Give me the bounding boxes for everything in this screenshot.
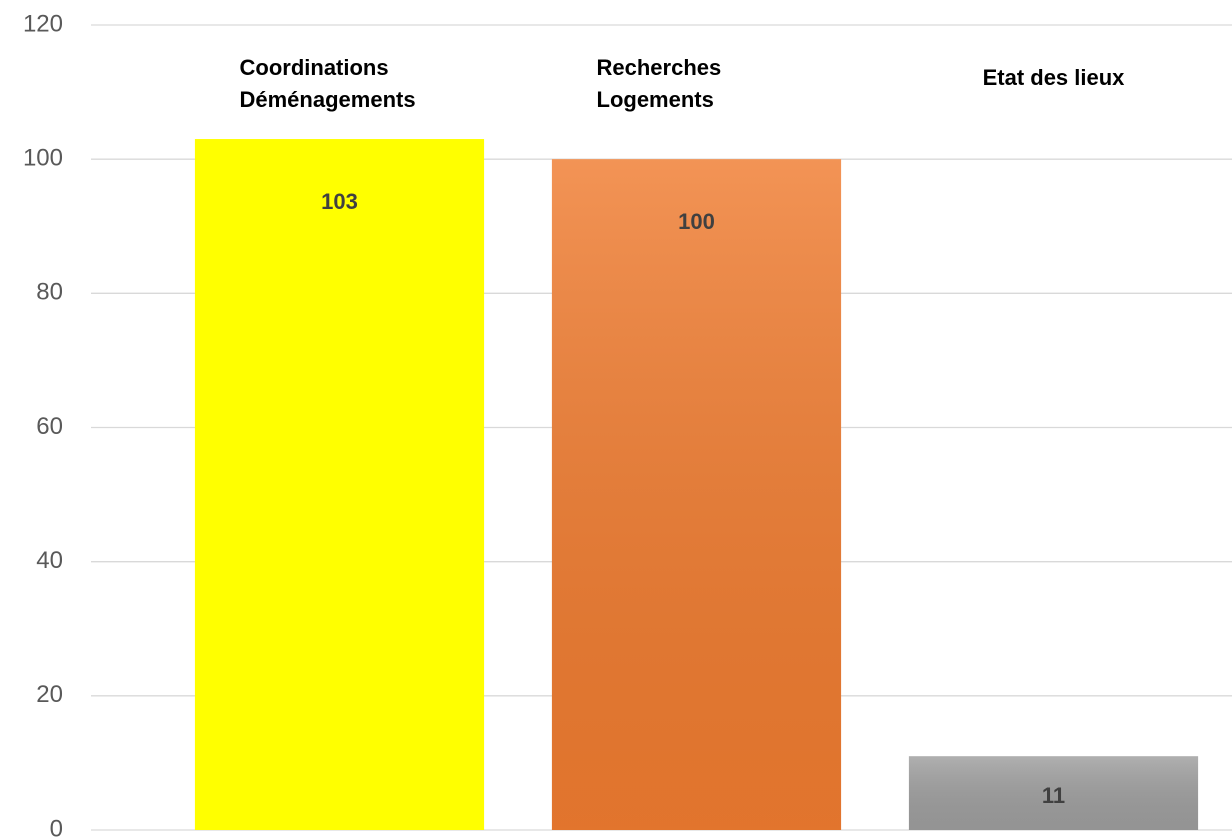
- value-label: 100: [678, 209, 715, 234]
- bar: [194, 139, 485, 830]
- y-tick-label: 80: [36, 279, 63, 306]
- category-label: Etat des lieux: [982, 65, 1125, 90]
- y-tick-label: 100: [23, 145, 63, 172]
- category-label: Recherches Logements: [596, 55, 722, 112]
- y-tick-label: 120: [23, 10, 63, 37]
- value-label: 11: [1042, 783, 1065, 808]
- y-tick-label: 20: [36, 681, 63, 708]
- y-tick-label: 0: [50, 815, 63, 837]
- value-label: 103: [321, 189, 358, 214]
- bar-shade: [551, 159, 842, 830]
- y-tick-label: 60: [36, 413, 63, 440]
- category-label: Coordinations Déménagements: [239, 55, 416, 112]
- bar-shade: [908, 756, 1199, 830]
- y-tick-label: 40: [36, 547, 63, 574]
